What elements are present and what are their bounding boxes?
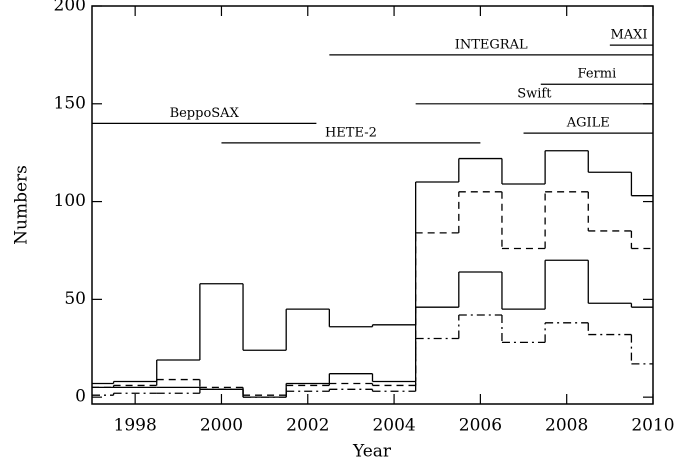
mission-label: HETE-2 bbox=[325, 125, 377, 140]
plot-frame bbox=[91, 5, 654, 405]
y-tick-label: 150 bbox=[54, 93, 86, 113]
mission-label: MAXI bbox=[610, 28, 647, 43]
x-tick-label: 2010 bbox=[631, 416, 674, 436]
mission-label: INTEGRAL bbox=[455, 37, 528, 52]
x-tick-label: 2004 bbox=[372, 416, 415, 436]
y-tick-label: 200 bbox=[54, 0, 86, 16]
y-tick-label: 50 bbox=[64, 289, 86, 309]
y-axis-title: Numbers bbox=[12, 165, 32, 245]
x-axis-title: Year bbox=[352, 442, 392, 462]
x-tick-label: 2000 bbox=[200, 416, 243, 436]
y-tick-label: 100 bbox=[54, 191, 86, 211]
x-tick-label: 1998 bbox=[114, 416, 157, 436]
y-tick-label: 0 bbox=[75, 387, 86, 407]
x-tick-label: 2008 bbox=[545, 416, 588, 436]
x-tick-label: 2002 bbox=[286, 416, 329, 436]
x-tick-label: 2006 bbox=[459, 416, 502, 436]
mission-label: Fermi bbox=[578, 67, 617, 82]
mission-label: AGILE bbox=[566, 116, 610, 131]
mission-label: Swift bbox=[517, 86, 552, 101]
mission-label: BeppoSAX bbox=[170, 106, 240, 121]
